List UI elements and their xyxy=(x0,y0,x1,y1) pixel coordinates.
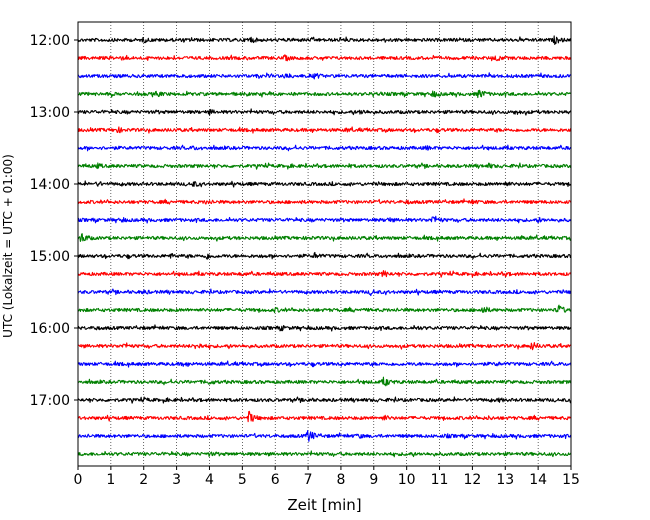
trace-1200 xyxy=(77,35,572,46)
y-tick-label: 14:00 xyxy=(30,177,70,193)
x-tick-label: 11 xyxy=(431,472,449,488)
trace-1615 xyxy=(77,342,572,351)
trace-1400 xyxy=(77,180,572,188)
x-tick-label: 9 xyxy=(369,472,378,488)
trace-1430 xyxy=(77,215,572,224)
trace-1745 xyxy=(77,450,572,458)
trace-1230 xyxy=(77,72,572,80)
axes-frame xyxy=(77,21,572,467)
trace-1315 xyxy=(77,126,572,134)
x-axis-ticks: 0 1 2 3 4 5 6 7 8 9 10 11 12 13 14 15 xyxy=(74,466,580,488)
trace-1330 xyxy=(77,144,572,152)
y-tick-label: 12:00 xyxy=(30,33,70,49)
x-tick-label: 13 xyxy=(496,472,514,488)
trace-1215 xyxy=(77,54,572,62)
grid-lines xyxy=(110,22,539,466)
trace-1245 xyxy=(77,89,572,99)
trace-1700 xyxy=(77,396,572,404)
trace-1415 xyxy=(77,198,572,205)
x-tick-label: 15 xyxy=(562,472,580,488)
y-tick-label: 15:00 xyxy=(30,249,70,265)
trace-1630 xyxy=(77,360,572,368)
trace-1715 xyxy=(77,410,572,423)
y-tick-label: 16:00 xyxy=(30,321,70,337)
trace-1300 xyxy=(77,108,572,116)
x-tick-label: 4 xyxy=(205,472,214,488)
trace-1500 xyxy=(77,251,572,260)
x-tick-label: 2 xyxy=(139,472,148,488)
trace-1530 xyxy=(77,288,572,297)
trace-1730 xyxy=(77,430,572,442)
trace-1345 xyxy=(77,162,572,170)
x-tick-label: 10 xyxy=(398,472,416,488)
trace-1515 xyxy=(77,270,572,278)
y-axis-label: UTC (Lokalzeit = UTC + 01:00) xyxy=(1,154,15,338)
x-tick-label: 5 xyxy=(238,472,247,488)
trace-1600 xyxy=(77,324,572,332)
x-tick-label: 7 xyxy=(304,472,313,488)
x-tick-label: 0 xyxy=(74,472,83,488)
y-axis-ticks: 12:00 13:00 14:00 15:00 16:00 17:00 xyxy=(30,33,78,409)
x-tick-label: 12 xyxy=(463,472,481,488)
trace-1545 xyxy=(77,304,572,314)
x-tick-label: 1 xyxy=(106,472,115,488)
x-tick-label: 6 xyxy=(271,472,280,488)
trace-1645 xyxy=(77,376,572,387)
x-tick-label: 14 xyxy=(529,472,547,488)
x-axis-label: Zeit [min] xyxy=(287,496,361,514)
x-tick-label: 3 xyxy=(172,472,181,488)
x-tick-label: 8 xyxy=(336,472,345,488)
seismic-traces xyxy=(77,35,572,458)
y-tick-label: 13:00 xyxy=(30,105,70,121)
y-tick-label: 17:00 xyxy=(30,393,70,409)
trace-1445 xyxy=(77,233,572,242)
